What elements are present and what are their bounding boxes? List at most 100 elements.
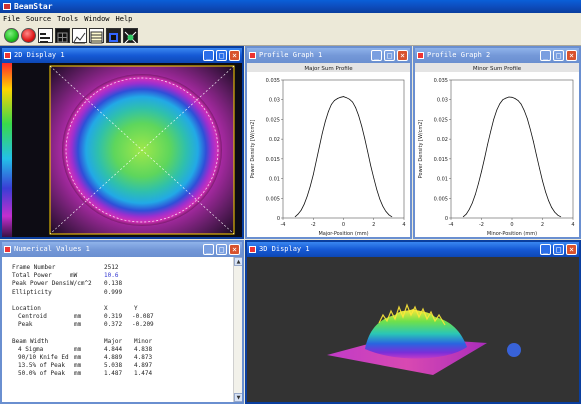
profile-point xyxy=(475,193,476,195)
y-tick-label: 0.02 xyxy=(437,137,448,143)
rotation-handle-icon[interactable] xyxy=(507,343,521,357)
profile-icon[interactable] xyxy=(38,28,53,43)
window-profile-graph-2[interactable]: Profile Graph 2 _ □ × Minor Sum Profile 0… xyxy=(413,46,581,239)
menu-file[interactable]: File xyxy=(3,15,20,23)
vertical-scrollbar[interactable]: ▲ ▼ xyxy=(233,257,242,402)
window-profile-graph-1[interactable]: Profile Graph 1 _ □ × Major Sum Profile 0… xyxy=(245,46,412,239)
profile-point xyxy=(355,107,356,108)
profile-point xyxy=(465,213,467,215)
profile-point xyxy=(324,121,326,122)
red-stop-icon[interactable] xyxy=(21,28,36,43)
app-title-bar[interactable]: BeamStar xyxy=(0,0,581,13)
window-numerical-values[interactable]: Numerical Values 1 _ □ × Frame Number 25… xyxy=(0,240,244,404)
menu-source[interactable]: Source xyxy=(25,15,52,23)
green-run-icon[interactable] xyxy=(4,28,19,43)
window-title: Numerical Values 1 xyxy=(14,245,90,253)
close-button[interactable]: × xyxy=(229,50,240,61)
spacer xyxy=(12,330,234,338)
centroid-row: Centroid mm 0.319 -0.087 xyxy=(12,313,234,321)
maximize-button[interactable]: □ xyxy=(216,50,227,61)
beam-2d-image[interactable] xyxy=(2,63,242,237)
chart-svg: Minor Sum Profile 0 0.005 0.01 0.015 0.02 0.02… xyxy=(415,63,579,237)
spacer xyxy=(12,297,234,305)
peak-power-row: Peak Power Densi W/cm^2 0.138 xyxy=(12,280,234,288)
close-button[interactable]: × xyxy=(397,50,408,61)
peak-power-label: Peak Power Densi xyxy=(12,280,70,288)
frame-number-value: 2512 xyxy=(104,264,119,271)
profile-point xyxy=(557,214,559,216)
y-tick-label: 0.01 xyxy=(437,177,448,183)
profile-point xyxy=(499,103,501,105)
window-title-bar[interactable]: Numerical Values 1 _ □ × xyxy=(2,242,242,257)
y-tick-label: 0.015 xyxy=(434,157,448,163)
profile-point xyxy=(376,189,378,190)
close-button[interactable]: × xyxy=(566,244,577,255)
window-title-bar[interactable]: Profile Graph 2 _ □ × xyxy=(415,48,579,63)
graph-icon[interactable] xyxy=(72,28,87,44)
beam-3d-view[interactable] xyxy=(247,257,579,402)
y-tick-label: 0.035 xyxy=(434,78,448,84)
profile-point xyxy=(481,171,482,172)
close-button[interactable]: × xyxy=(566,50,577,61)
profile-point xyxy=(487,143,488,145)
beam-width-row-minor: 4.838 xyxy=(134,345,153,353)
peak-label: Peak xyxy=(18,321,33,329)
maximize-button[interactable]: □ xyxy=(216,244,227,255)
beam-width-row-label: 4 Sigma xyxy=(18,345,44,353)
minimize-button[interactable]: _ xyxy=(203,244,214,255)
location-header-row: Location X Y xyxy=(12,305,234,313)
maximize-button[interactable]: □ xyxy=(553,244,564,255)
minimize-button[interactable]: _ xyxy=(203,50,214,61)
window-title-bar[interactable]: Profile Graph 1 _ □ × xyxy=(247,48,410,63)
profile-point xyxy=(331,104,332,105)
ellipticity-value: 0.999 xyxy=(104,288,123,296)
window-title: Profile Graph 1 xyxy=(259,51,323,59)
profile-point xyxy=(508,96,510,98)
profile-point xyxy=(379,198,381,200)
menu-window[interactable]: Window xyxy=(84,15,110,23)
close-button[interactable]: × xyxy=(229,244,240,255)
y-tick-label: 0.02 xyxy=(269,137,280,143)
menu-help[interactable]: Help xyxy=(115,15,133,23)
scroll-down-icon[interactable]: ▼ xyxy=(234,393,242,402)
x-tick-label: 4 xyxy=(402,222,405,228)
profile-point xyxy=(367,151,369,153)
location-label: Location xyxy=(12,304,41,312)
camera-icon[interactable] xyxy=(106,28,121,43)
chart-title: Major Sum Profile xyxy=(304,66,353,72)
beam-width-row-minor: 1.474 xyxy=(134,370,153,378)
window-3d-display[interactable]: 3D Display 1 _ □ × xyxy=(245,240,581,404)
window-title-bar[interactable]: 3D Display 1 _ □ × xyxy=(247,242,579,257)
profile-point xyxy=(328,111,329,112)
y-tick-label: 0.03 xyxy=(269,98,280,104)
x-tick-label: -2 xyxy=(311,222,316,228)
profile-point xyxy=(364,138,366,139)
profile-point xyxy=(490,130,492,132)
minimize-button[interactable]: _ xyxy=(371,50,382,61)
maximize-button[interactable]: □ xyxy=(553,50,564,61)
window-2d-display[interactable]: 2D Display 1 _ □ × xyxy=(0,46,244,239)
y-tick-label: 0.025 xyxy=(266,117,280,123)
profile-point xyxy=(517,100,519,101)
profile-graph-2-chart: Minor Sum Profile 0 0.005 0.01 0.015 0.02 0.02… xyxy=(415,63,579,237)
table-icon[interactable] xyxy=(89,28,104,44)
window-title: 2D Display 1 xyxy=(14,51,65,59)
minimize-button[interactable]: _ xyxy=(540,244,551,255)
profile-point xyxy=(520,103,522,105)
menu-bar: File Source Tools Window Help xyxy=(0,13,581,25)
beam-width-row: 13.5% of Peak mm 5.038 4.897 xyxy=(12,362,234,370)
profile-point xyxy=(529,128,531,130)
peak-y: -0.209 xyxy=(132,321,154,329)
frame-grid-icon[interactable] xyxy=(55,28,70,43)
menu-tools[interactable]: Tools xyxy=(57,15,79,23)
beam-width-row: 90/10 Knife Ed mm 4.889 4.873 xyxy=(12,354,234,362)
scroll-up-icon[interactable]: ▲ xyxy=(234,257,242,266)
profile-point xyxy=(523,110,525,111)
beam-width-row-unit: mm xyxy=(74,370,82,378)
maximize-button[interactable]: □ xyxy=(384,50,395,61)
beam-3d-icon[interactable] xyxy=(123,28,138,44)
minimize-button[interactable]: _ xyxy=(540,50,551,61)
profile-point xyxy=(294,216,296,218)
window-title-bar[interactable]: 2D Display 1 _ □ × xyxy=(2,48,242,63)
beam-width-row-label: 90/10 Knife Ed xyxy=(18,354,69,362)
